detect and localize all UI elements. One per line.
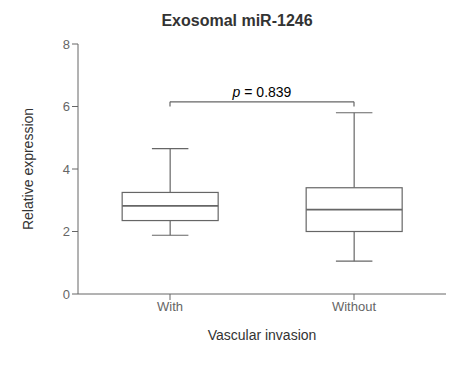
- svg-text:8: 8: [63, 37, 70, 52]
- svg-text:0: 0: [63, 287, 70, 302]
- svg-text:p = 0.839: p = 0.839: [232, 84, 292, 100]
- svg-text:Relative expression: Relative expression: [20, 108, 36, 230]
- html-text:Exosomal miR-1246: Exosomal miR-1246: [161, 12, 313, 29]
- svg-text:With: With: [157, 299, 183, 314]
- svg-text:2: 2: [63, 224, 70, 239]
- svg-text:6: 6: [63, 99, 70, 114]
- svg-text:4: 4: [63, 162, 70, 177]
- svg-text:Without: Without: [332, 299, 376, 314]
- svg-text:Vascular invasion: Vascular invasion: [208, 327, 317, 343]
